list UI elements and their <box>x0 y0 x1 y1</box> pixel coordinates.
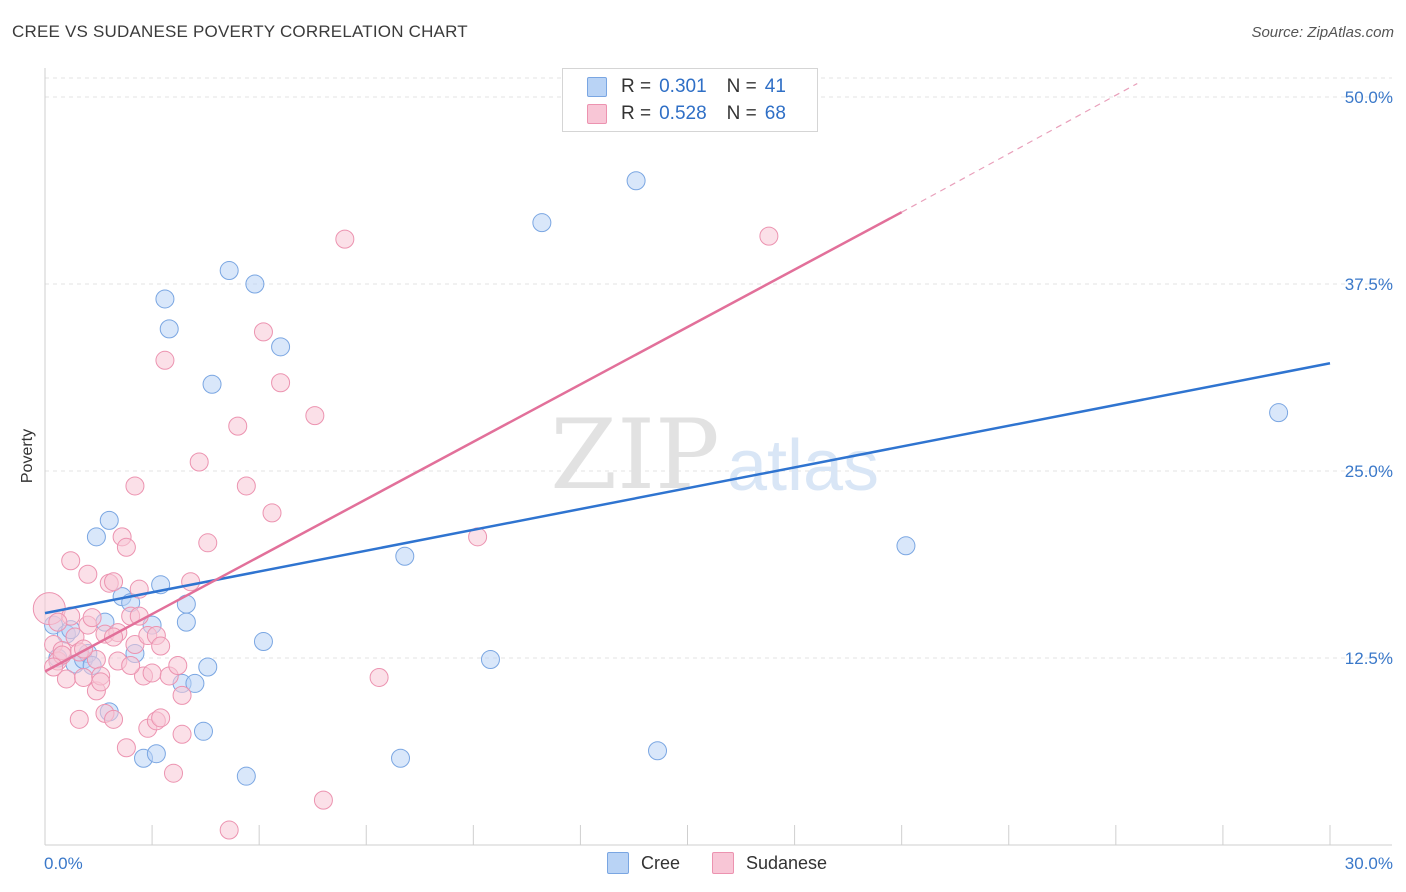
sudanese-point <box>48 612 68 632</box>
sudanese-legend-swatch <box>712 852 734 874</box>
cree-point <box>896 536 916 556</box>
sudanese-point <box>172 724 192 744</box>
cree-point <box>1269 403 1289 423</box>
cree-point <box>648 741 668 761</box>
cree-point <box>480 649 500 669</box>
series-legend: Cree Sudanese <box>0 852 1406 876</box>
sudanese-point <box>69 709 89 729</box>
sudanese-point <box>142 663 162 683</box>
cree-point <box>155 289 175 309</box>
n-label: N = <box>726 76 757 97</box>
n-label: N = <box>726 103 757 124</box>
legend-item-sudanese[interactable]: Sudanese <box>712 852 827 874</box>
sudanese-point <box>151 636 171 656</box>
sudanese-point <box>61 551 81 571</box>
cree-point <box>99 510 119 530</box>
sudanese-point <box>168 655 188 675</box>
sudanese-trendline-extension <box>901 83 1138 213</box>
sudanese-point <box>91 672 111 692</box>
cree-point <box>626 171 646 191</box>
cree-point <box>395 546 415 566</box>
cree-point <box>245 274 265 294</box>
cree-legend-label: Cree <box>641 852 681 873</box>
cree-point <box>198 657 218 677</box>
chart-title: CREE VS SUDANESE POVERTY CORRELATION CHA… <box>12 22 468 41</box>
n-value: 41 <box>764 76 786 97</box>
sudanese-point <box>335 229 355 249</box>
cree-point <box>86 527 106 547</box>
watermark-zip: ZIP <box>550 399 719 511</box>
r-label: R = <box>621 76 652 97</box>
cree-legend-swatch <box>607 852 629 874</box>
sudanese-point <box>78 564 98 584</box>
sudanese-point <box>104 572 124 592</box>
y-tick-label: 37.5% <box>1345 275 1393 294</box>
sudanese-point <box>369 667 389 687</box>
cree-point <box>202 374 222 394</box>
y-tick-label: 12.5% <box>1345 649 1393 668</box>
cree-point <box>146 744 166 764</box>
sudanese-trendline <box>44 211 903 673</box>
cree-trendline <box>44 362 1331 615</box>
n-value: 68 <box>764 103 786 124</box>
cree-point <box>185 673 205 693</box>
cree-point <box>271 337 291 357</box>
sudanese-point <box>121 655 141 675</box>
sudanese-legend-label: Sudanese <box>746 852 828 873</box>
cree-point <box>159 319 179 339</box>
sudanese-point <box>219 820 239 840</box>
x-tick-label: 30.0% <box>1345 854 1393 873</box>
sudanese-point <box>164 763 183 783</box>
cree-swatch <box>587 77 607 97</box>
legend-item-cree[interactable]: Cree <box>607 852 680 874</box>
r-value: 0.301 <box>659 76 707 97</box>
stats-legend: R = 0.301 N = 41 R = 0.528 N = 68 <box>562 68 818 132</box>
sudanese-point <box>228 416 248 436</box>
source-label: Source: ZipAtlas.com <box>1251 24 1394 41</box>
sudanese-swatch <box>587 104 607 124</box>
cree-point <box>193 721 213 741</box>
sudanese-point <box>271 373 291 393</box>
cree-point <box>176 612 196 632</box>
cree-point <box>391 748 411 768</box>
sudanese-point <box>262 503 282 523</box>
y-tick-label: 50.0% <box>1345 88 1393 107</box>
sudanese-point <box>82 608 102 628</box>
sudanese-point <box>172 685 192 705</box>
sudanese-point <box>116 738 136 758</box>
sudanese-point <box>253 322 273 342</box>
cree-point <box>253 632 273 652</box>
cree-point <box>219 261 239 281</box>
y-tick-label: 25.0% <box>1345 462 1393 481</box>
cree-point <box>532 213 552 233</box>
sudanese-point <box>181 572 201 592</box>
sudanese-point <box>759 226 779 246</box>
legend-row-cree: R = 0.301 N = 41 <box>587 75 786 99</box>
sudanese-point <box>104 709 124 729</box>
sudanese-point <box>236 476 256 496</box>
sudanese-point <box>125 476 145 496</box>
legend-row-sudanese: R = 0.528 N = 68 <box>587 102 786 126</box>
sudanese-point <box>198 533 218 553</box>
r-label: R = <box>621 103 652 124</box>
sudanese-point <box>151 708 171 728</box>
sudanese-point <box>74 667 94 687</box>
sudanese-point <box>155 350 175 370</box>
sudanese-point <box>189 452 209 472</box>
sudanese-point <box>116 537 136 557</box>
sudanese-point <box>129 606 149 626</box>
sudanese-point <box>313 790 333 810</box>
sudanese-point <box>305 406 325 426</box>
r-value: 0.528 <box>659 103 707 124</box>
cree-point <box>236 766 256 786</box>
x-tick-label: 0.0% <box>44 854 83 873</box>
